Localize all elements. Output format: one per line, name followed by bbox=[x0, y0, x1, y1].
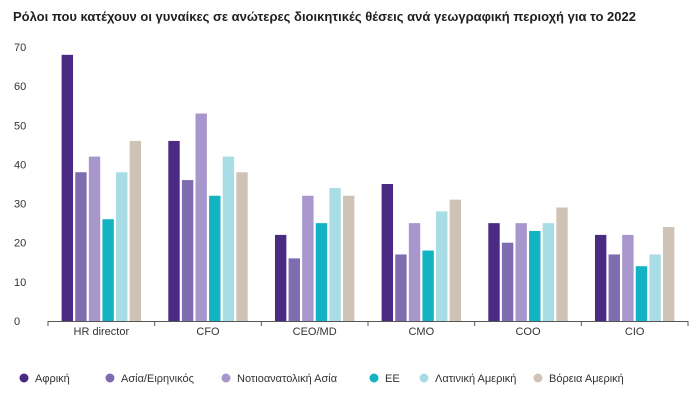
y-tick-label: 30 bbox=[14, 199, 26, 211]
bar bbox=[542, 223, 555, 321]
legend-label: Αφρική bbox=[35, 373, 70, 385]
bar bbox=[222, 156, 235, 321]
bar bbox=[274, 234, 287, 321]
bar bbox=[608, 254, 620, 321]
x-tick-label: CMO bbox=[408, 326, 434, 338]
x-tick-label: CIO bbox=[625, 326, 645, 338]
bar bbox=[395, 254, 407, 321]
y-tick-label: 70 bbox=[14, 42, 26, 54]
bar bbox=[556, 207, 568, 321]
legend-marker bbox=[105, 373, 115, 383]
y-tick-label: 40 bbox=[14, 159, 26, 171]
y-tick-label: 50 bbox=[14, 120, 26, 132]
bar bbox=[594, 234, 607, 321]
x-tick-label: COO bbox=[515, 326, 541, 338]
bar bbox=[302, 195, 314, 321]
bar bbox=[116, 172, 128, 321]
bar bbox=[168, 140, 180, 321]
bar bbox=[209, 195, 221, 321]
bar bbox=[61, 54, 74, 321]
bar bbox=[88, 156, 101, 321]
bar bbox=[181, 180, 194, 321]
bar bbox=[529, 230, 541, 321]
legend-marker bbox=[419, 373, 429, 383]
y-tick-label: 0 bbox=[14, 316, 20, 328]
bar bbox=[129, 140, 142, 321]
bar bbox=[195, 113, 207, 321]
legend-marker bbox=[533, 373, 543, 383]
legend-marker bbox=[19, 373, 29, 383]
bar bbox=[408, 223, 421, 321]
legend-marker bbox=[221, 373, 231, 383]
bar bbox=[315, 223, 328, 321]
bar bbox=[635, 266, 648, 321]
bar bbox=[622, 234, 634, 321]
bar bbox=[422, 250, 434, 321]
bar bbox=[436, 211, 448, 321]
legend-label: ΕΕ bbox=[385, 373, 400, 385]
legend-label: Νοτιοανατολική Ασία bbox=[237, 373, 338, 385]
bar bbox=[236, 172, 248, 321]
y-tick-label: 10 bbox=[14, 277, 26, 289]
bar bbox=[662, 227, 675, 321]
legend-marker bbox=[369, 373, 379, 383]
bar bbox=[381, 184, 394, 321]
bar bbox=[515, 223, 527, 321]
legend-label: Λατινική Αμερική bbox=[435, 373, 516, 385]
bar bbox=[488, 223, 500, 321]
x-tick-label: CEO/MD bbox=[293, 326, 337, 338]
bar bbox=[449, 199, 462, 321]
bar bbox=[329, 187, 341, 321]
legend-label: Βόρεια Αμερική bbox=[549, 373, 624, 385]
legend-label: Ασία/Ειρηνικός bbox=[121, 373, 194, 385]
y-tick-label: 60 bbox=[14, 81, 26, 93]
bar bbox=[75, 172, 87, 321]
bar bbox=[102, 219, 114, 321]
y-tick-label: 20 bbox=[14, 238, 26, 250]
x-tick-label: CFO bbox=[196, 326, 220, 338]
x-tick-label: HR director bbox=[74, 326, 130, 338]
bar bbox=[649, 254, 661, 321]
bar bbox=[288, 258, 300, 321]
bar bbox=[342, 195, 355, 321]
chart-title: Ρόλοι που κατέχουν οι γυναίκες σε ανώτερ… bbox=[13, 9, 636, 24]
bar bbox=[501, 242, 514, 321]
